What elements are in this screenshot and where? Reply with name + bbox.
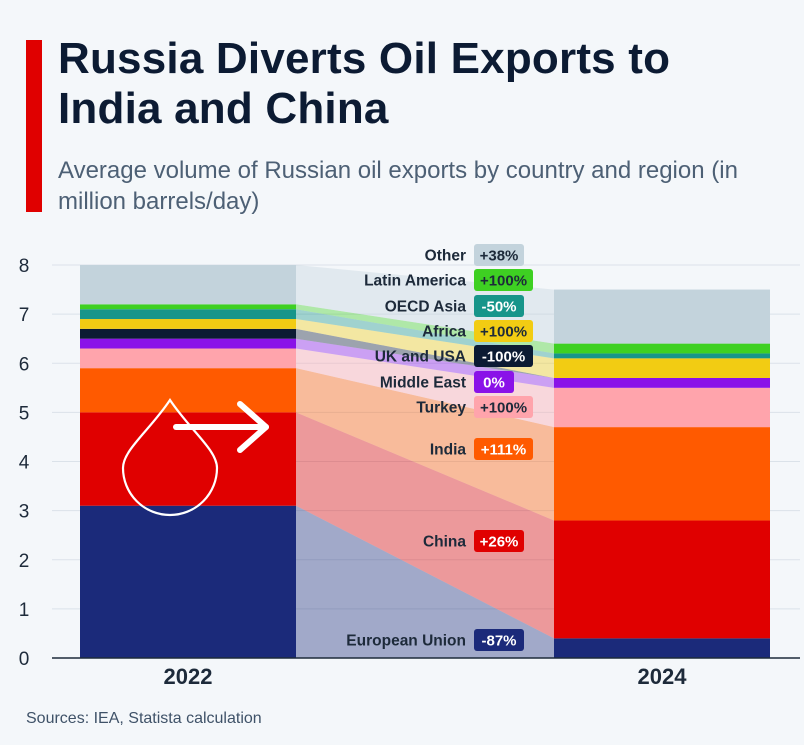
change-badge-uk-and-usa: [474, 345, 533, 367]
change-badge-latin-america: [474, 269, 533, 291]
series-label-european-union: European Union: [346, 633, 466, 650]
bar-2022-turkey: [80, 348, 296, 369]
bar-2022-oecd-asia: [80, 309, 296, 320]
bar-2022-latin-america: [80, 304, 296, 310]
change-badge-label: +38%: [480, 248, 519, 265]
change-badge-china: [474, 530, 524, 552]
change-badge-label: +111%: [481, 442, 526, 459]
y-tick-label: 6: [19, 354, 30, 375]
y-tick-label: 1: [19, 600, 30, 621]
flow-india: [296, 368, 554, 521]
flow-china: [296, 412, 554, 639]
chart-title: Russia Diverts Oil Exports to India and …: [58, 34, 671, 133]
title-accent-bar: [26, 40, 42, 212]
change-badge-european-union: [474, 629, 524, 651]
change-badge-africa: [474, 320, 533, 342]
change-badge-india: [474, 438, 533, 460]
arrow-head: [237, 401, 269, 453]
series-label-uk-and-usa: UK and USA: [375, 349, 466, 366]
x-category-label: 2022: [164, 664, 213, 689]
change-badge-label: -100%: [482, 349, 525, 366]
y-tick-label: 0: [19, 649, 30, 670]
bar-2022-european-union: [80, 505, 296, 658]
change-badge-label: -87%: [481, 633, 516, 650]
bar-2024-turkey: [554, 387, 770, 428]
flow-connectors: [296, 265, 554, 658]
change-badge-middle-east: [474, 371, 514, 393]
change-badge-oecd-asia: [474, 295, 524, 317]
y-tick-label: 7: [19, 305, 30, 326]
series-label-china: China: [423, 534, 466, 551]
y-tick-label: 4: [19, 453, 30, 474]
source-note: Sources: IEA, Statista calculation: [26, 710, 262, 727]
bar-2024-latin-america: [554, 343, 770, 354]
y-tick-label: 2: [19, 551, 30, 572]
x-category-label: 2024: [638, 664, 688, 689]
change-badge-label: +100%: [480, 324, 527, 341]
flow-european-union: [296, 505, 554, 658]
bar-2024-india: [554, 427, 770, 521]
bar-2024-china: [554, 520, 770, 639]
series-label-india: India: [430, 442, 467, 459]
y-tick-label: 5: [19, 403, 30, 424]
bar-2024-european-union: [554, 638, 770, 658]
bar-2024-other: [554, 289, 770, 344]
bar-2022-other: [80, 265, 296, 305]
change-badge-label: -50%: [481, 299, 516, 316]
bar-2022-uk-and-usa: [80, 328, 296, 339]
bar-2024-oecd-asia: [554, 353, 770, 359]
bar-2022-india: [80, 368, 296, 413]
y-tick-label: 3: [19, 502, 30, 523]
change-badge-label: +100%: [480, 273, 527, 290]
bar-2024-middle-east: [554, 377, 770, 388]
y-tick-label: 8: [19, 256, 30, 277]
change-badge-label: 0%: [483, 375, 505, 392]
arrow-right-icon: [173, 401, 269, 453]
series-label-middle-east: Middle East: [380, 375, 466, 392]
change-badge-label: +100%: [480, 400, 527, 417]
bar-2022-africa: [80, 319, 296, 329]
bar-2024-africa: [554, 358, 770, 378]
series-label-turkey: Turkey: [416, 400, 466, 417]
series-labels: European Union -87% China +26% India +111% Tur…: [346, 244, 533, 651]
series-label-oecd-asia: OECD Asia: [385, 299, 467, 316]
change-badge-turkey: [474, 396, 533, 418]
change-badge-label: +26%: [480, 534, 519, 551]
series-label-other: Other: [425, 248, 466, 265]
change-badge-other: [474, 244, 524, 266]
oil-drop-icon: [121, 398, 219, 517]
bar-2022-middle-east: [80, 338, 296, 349]
series-label-latin-america: Latin America: [364, 273, 466, 290]
series-label-africa: Africa: [422, 324, 466, 341]
bar-segments: [80, 265, 770, 658]
chart-subtitle: Average volume of Russian oil exports by…: [58, 157, 738, 215]
